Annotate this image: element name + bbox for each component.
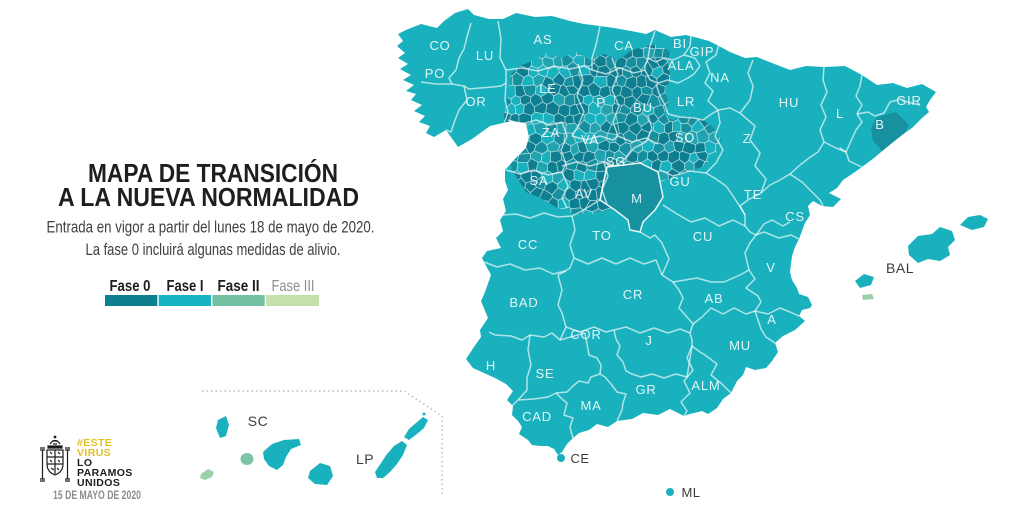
svg-text:HU: HU bbox=[779, 95, 799, 110]
svg-text:A: A bbox=[767, 312, 776, 327]
svg-text:15 DE MAYO DE 2020: 15 DE MAYO DE 2020 bbox=[53, 490, 141, 502]
svg-text:TE: TE bbox=[744, 187, 762, 202]
svg-text:MU: MU bbox=[729, 338, 751, 353]
svg-text:Fase III: Fase III bbox=[272, 278, 315, 295]
svg-text:CO: CO bbox=[429, 38, 450, 53]
svg-text:SC: SC bbox=[248, 413, 268, 429]
svg-text:UNIDOS: UNIDOS bbox=[77, 477, 120, 489]
svg-text:ALA: ALA bbox=[668, 58, 695, 73]
svg-text:M: M bbox=[631, 191, 643, 206]
svg-text:#ESTE: #ESTE bbox=[77, 437, 112, 449]
svg-text:H: H bbox=[486, 358, 496, 373]
svg-text:CS: CS bbox=[785, 209, 805, 224]
svg-text:LU: LU bbox=[476, 48, 494, 63]
svg-text:CC: CC bbox=[518, 237, 538, 252]
svg-text:VIRUS: VIRUS bbox=[77, 447, 111, 459]
svg-text:GU: GU bbox=[669, 174, 690, 189]
svg-text:Fase I: Fase I bbox=[167, 278, 204, 295]
svg-text:BU: BU bbox=[633, 100, 653, 115]
svg-text:BI: BI bbox=[673, 36, 687, 51]
svg-text:Fase II: Fase II bbox=[218, 278, 260, 295]
svg-text:BAD: BAD bbox=[509, 295, 538, 310]
svg-text:NA: NA bbox=[710, 70, 730, 85]
svg-text:AV: AV bbox=[575, 186, 593, 201]
svg-text:MA: MA bbox=[580, 398, 601, 413]
svg-text:SG: SG bbox=[606, 154, 626, 169]
svg-text:CU: CU bbox=[693, 229, 713, 244]
svg-text:A LA NUEVA NORMALIDAD: A LA NUEVA NORMALIDAD bbox=[58, 182, 359, 212]
svg-text:AS: AS bbox=[534, 32, 553, 47]
svg-text:GIP: GIP bbox=[690, 44, 715, 59]
svg-text:SO: SO bbox=[675, 130, 695, 145]
svg-text:Z: Z bbox=[743, 131, 752, 146]
svg-text:LR: LR bbox=[677, 94, 695, 109]
svg-text:LE: LE bbox=[539, 81, 557, 96]
svg-text:J: J bbox=[645, 333, 652, 348]
svg-text:SE: SE bbox=[536, 366, 555, 381]
svg-text:TO: TO bbox=[592, 228, 611, 243]
svg-text:V: V bbox=[766, 260, 775, 275]
svg-text:PO: PO bbox=[425, 66, 445, 81]
svg-text:PARAMOS: PARAMOS bbox=[77, 467, 133, 479]
svg-text:AB: AB bbox=[705, 291, 724, 306]
svg-text:SA: SA bbox=[530, 173, 549, 188]
svg-text:LP: LP bbox=[356, 451, 374, 467]
svg-text:LO: LO bbox=[77, 457, 92, 469]
svg-text:ML: ML bbox=[681, 485, 700, 500]
svg-text:BAL: BAL bbox=[886, 260, 914, 276]
svg-text:B: B bbox=[875, 117, 884, 132]
svg-text:OR: OR bbox=[465, 94, 486, 109]
svg-text:GIR: GIR bbox=[896, 93, 922, 108]
svg-text:ALM: ALM bbox=[691, 378, 720, 393]
svg-text:Fase 0: Fase 0 bbox=[110, 278, 151, 295]
svg-text:CE: CE bbox=[570, 451, 589, 466]
svg-text:GR: GR bbox=[635, 382, 656, 397]
svg-text:Entrada en vigor a partir del: Entrada en vigor a partir del lunes 18 d… bbox=[47, 219, 375, 237]
svg-text:MAPA DE TRANSICIÓN: MAPA DE TRANSICIÓN bbox=[88, 158, 338, 188]
svg-text:COR: COR bbox=[570, 327, 601, 342]
svg-text:L: L bbox=[836, 106, 844, 121]
svg-text:CR: CR bbox=[623, 287, 643, 302]
svg-text:La fase 0 incluirá algunas med: La fase 0 incluirá algunas medidas de al… bbox=[86, 241, 341, 259]
svg-text:CAD: CAD bbox=[522, 409, 552, 424]
svg-text:P: P bbox=[596, 95, 605, 110]
svg-text:VA: VA bbox=[581, 132, 599, 147]
svg-text:ZA: ZA bbox=[542, 125, 560, 140]
svg-text:CA: CA bbox=[614, 38, 634, 53]
